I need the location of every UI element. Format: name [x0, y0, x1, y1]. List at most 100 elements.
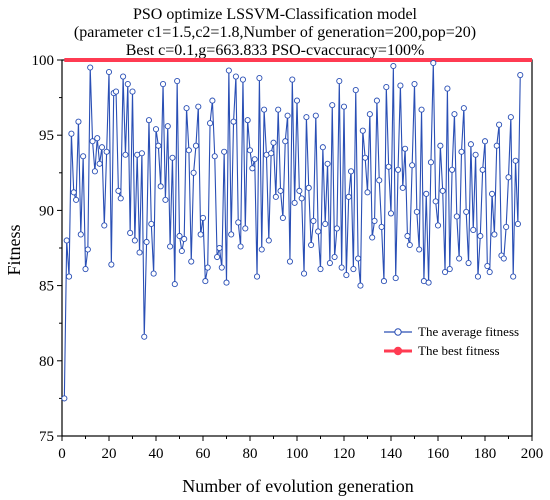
average-fitness-point	[380, 278, 388, 285]
average-fitness-point	[61, 395, 68, 402]
average-fitness-point	[218, 264, 225, 271]
average-fitness-point	[277, 187, 284, 194]
x-tick-label: 160	[427, 446, 450, 462]
average-fitness-point	[237, 243, 244, 250]
average-fitness-point	[117, 195, 124, 202]
average-fitness-point	[115, 187, 122, 194]
x-tick-label: 20	[102, 446, 117, 462]
average-fitness-point	[503, 223, 510, 230]
average-fitness-point	[293, 97, 301, 104]
average-fitness-point	[282, 138, 289, 145]
average-fitness-point	[214, 253, 221, 261]
average-fitness-point	[211, 153, 218, 160]
average-fitness-point	[291, 199, 298, 206]
average-fitness-point	[303, 114, 310, 121]
average-fitness-point	[171, 281, 178, 288]
average-fitness-point	[416, 246, 423, 253]
average-fitness-point	[296, 187, 303, 194]
average-fitness-point	[474, 273, 482, 280]
average-fitness-point	[261, 106, 268, 113]
average-fitness-point	[331, 253, 338, 261]
average-fitness-point	[91, 168, 98, 175]
legend-box	[378, 320, 530, 364]
average-fitness-point	[113, 88, 120, 95]
average-fitness-point	[451, 111, 458, 118]
average-fitness-point	[458, 148, 465, 155]
average-fitness-point	[98, 144, 105, 151]
average-fitness-point	[472, 151, 479, 158]
chart-title: PSO optimize LSSVM-Classification model	[133, 6, 417, 23]
y-tick-label: 85	[39, 279, 54, 295]
average-fitness-point	[453, 213, 460, 220]
average-fitness-point	[249, 165, 256, 172]
average-fitness-point	[232, 73, 239, 80]
average-fitness-point	[300, 270, 308, 277]
average-fitness-point	[404, 232, 411, 240]
average-fitness-point	[188, 258, 195, 265]
average-fitness-point	[239, 76, 246, 83]
average-fitness-point	[340, 103, 348, 110]
average-fitness-point	[75, 118, 82, 125]
average-fitness-point	[371, 217, 378, 224]
average-fitness-point	[131, 237, 138, 244]
average-fitness-point	[136, 249, 143, 256]
average-fitness-point	[138, 150, 145, 157]
average-fitness-point	[378, 223, 385, 230]
y-tick-label: 95	[39, 128, 54, 144]
average-fitness-point	[73, 196, 80, 203]
average-fitness-point	[333, 225, 341, 232]
average-fitness-point	[456, 255, 463, 262]
chart-subtitle-line-1: (parameter c1=1.5,c2=1.8,Number of gener…	[73, 24, 477, 41]
y-tick-label: 80	[39, 354, 54, 370]
x-tick-label: 40	[149, 446, 164, 462]
y-axis-title: Fitness	[4, 224, 24, 275]
average-fitness-point	[500, 255, 507, 262]
average-fitness-point	[275, 106, 282, 113]
average-fitness-point	[84, 246, 91, 253]
average-fitness-point	[322, 220, 329, 227]
average-fitness-point	[392, 275, 399, 282]
average-fitness-point	[174, 78, 181, 85]
average-fitness-point	[350, 266, 357, 273]
average-fitness-point	[411, 81, 418, 88]
average-fitness-point	[467, 141, 474, 148]
average-fitness-point	[413, 208, 420, 215]
average-fitness-point	[357, 282, 364, 289]
average-fitness-point	[402, 145, 409, 152]
average-fitness-point	[256, 75, 263, 82]
average-fitness-point	[258, 246, 265, 253]
average-fitness-point	[514, 220, 521, 227]
average-fitness-point	[512, 157, 519, 164]
average-fitness-point	[390, 62, 397, 70]
average-fitness-point	[183, 105, 190, 112]
average-fitness-point	[385, 163, 392, 170]
average-fitness-point	[319, 144, 326, 151]
average-fitness-point	[432, 198, 439, 205]
average-fitness-point	[305, 184, 312, 191]
average-fitness-point	[347, 168, 355, 175]
average-fitness-point	[141, 333, 148, 340]
average-fitness-point	[310, 217, 317, 224]
average-fitness-point	[167, 243, 174, 250]
y-axis-ticks: 75 80 85 90 95 100	[32, 53, 62, 445]
average-fitness-point	[235, 219, 242, 226]
average-fitness-point	[120, 73, 127, 80]
average-fitness-point	[270, 139, 277, 146]
x-axis-title: Number of evolution generation	[182, 476, 413, 496]
y-tick-label: 90	[39, 203, 54, 219]
legend: The average fitness The best fitness	[378, 320, 530, 364]
average-fitness-point	[202, 278, 209, 285]
average-fitness-point	[289, 76, 296, 83]
average-fitness-point	[369, 234, 376, 241]
x-tick-label: 100	[286, 446, 309, 462]
average-fitness-point	[345, 193, 352, 200]
legend-average-marker	[394, 328, 402, 336]
average-fitness-point	[439, 187, 446, 194]
average-fitness-point	[230, 118, 237, 125]
average-fitness-point	[251, 156, 258, 163]
average-fitness-point	[430, 59, 437, 67]
average-fitness-point	[517, 71, 524, 79]
average-fitness-point	[244, 117, 251, 124]
average-fitness-point	[246, 147, 254, 154]
average-fitness-point	[486, 269, 493, 276]
